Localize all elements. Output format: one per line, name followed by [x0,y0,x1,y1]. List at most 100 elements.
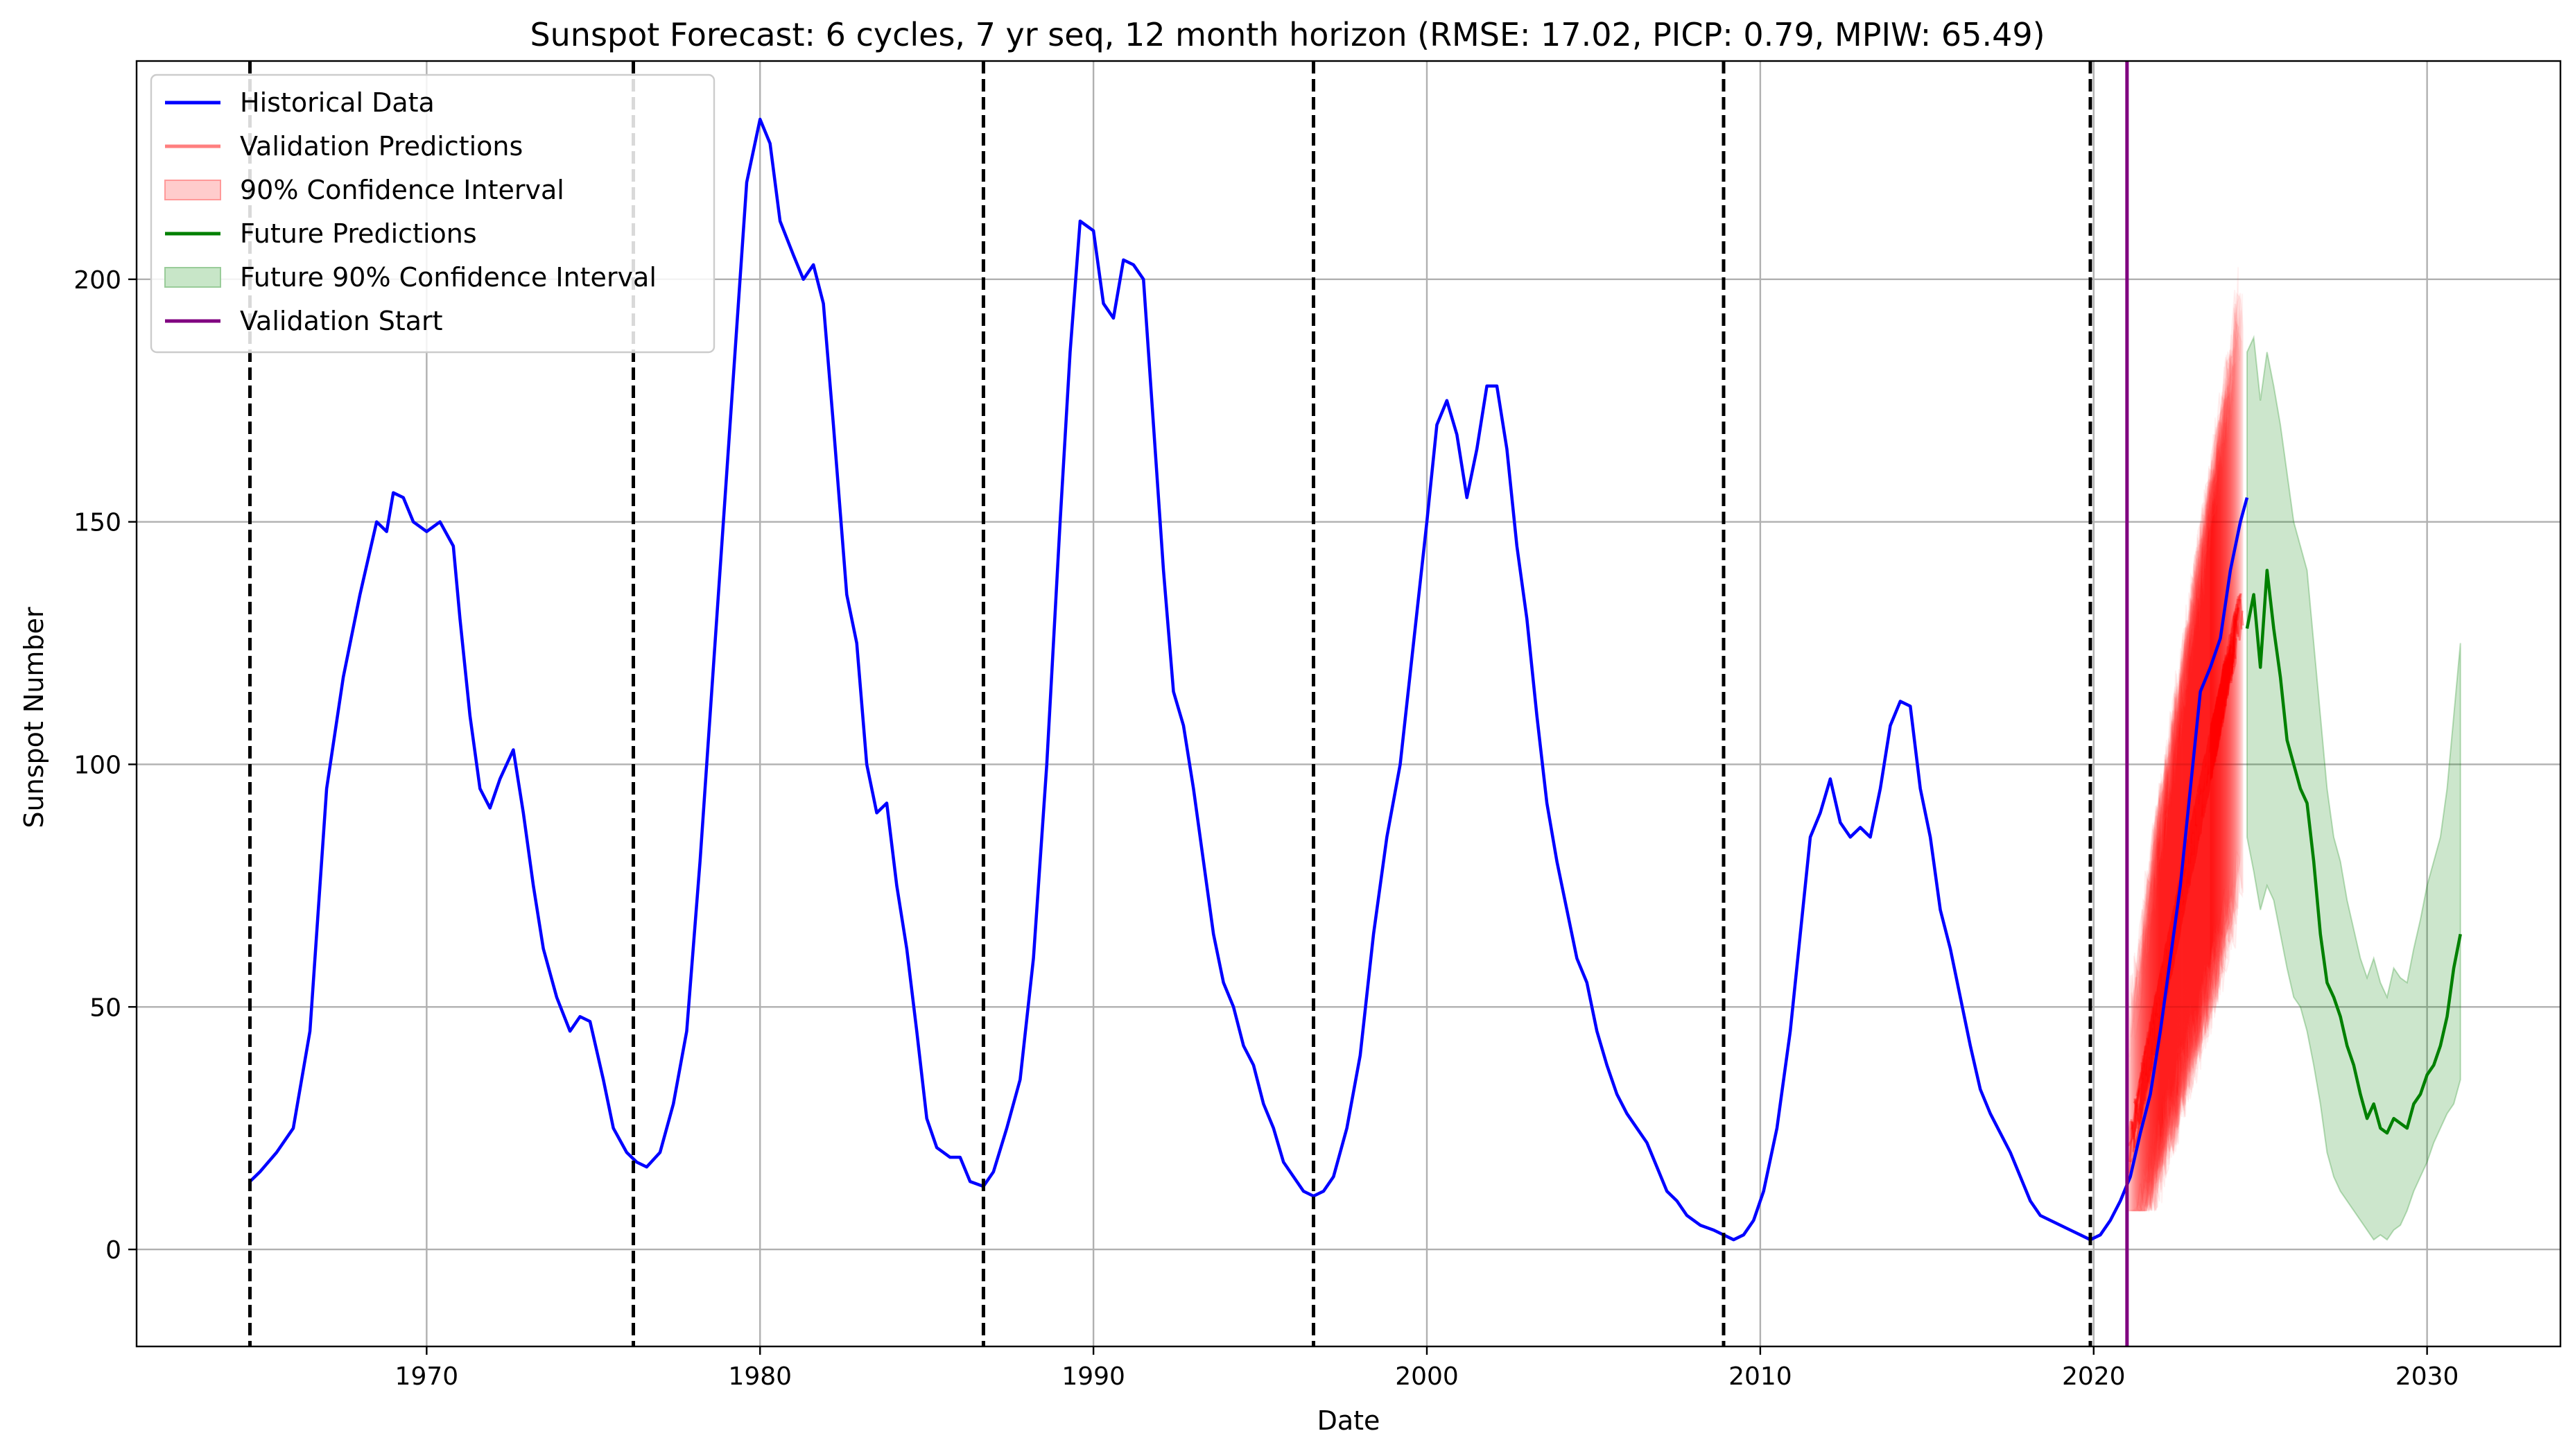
validation-prediction-line [2203,596,2239,790]
validation-interval [2187,447,2222,1089]
validation-interval [2146,684,2181,1211]
legend-future-90-confidence-interval-label: Future 90% Confidence Interval [240,262,657,293]
validation-interval [2185,461,2221,1078]
validation-prediction-line [2156,859,2192,1012]
x-tick-label: 1980 [728,1362,792,1391]
validation-interval [2131,775,2166,1212]
validation-prediction-line [2135,931,2171,1113]
plot-content [248,61,2462,1346]
validation-interval [2208,331,2243,994]
validation-interval [2171,485,2208,1152]
validation-prediction-line [2161,824,2197,969]
validation-prediction-line [2192,669,2228,835]
validation-prediction-line [2184,734,2220,873]
future-confidence-interval [2246,335,2461,1241]
x-tick-label: 2020 [2062,1362,2126,1391]
validation-prediction-line [2166,791,2202,983]
legend-validation-start-label: Validation Start [240,306,443,336]
validation-interval [2134,744,2169,1212]
validation-prediction-line [2194,661,2230,826]
validation-interval [2197,334,2232,1028]
validation-prediction-line [2138,927,2174,1102]
validation-prediction-line [2190,671,2225,848]
validation-prediction-line [2169,759,2205,959]
validation-interval [2155,651,2191,1188]
validation-interval [2182,489,2217,1103]
validation-interval [2127,822,2162,1212]
x-tick-label: 1990 [1061,1362,1125,1391]
y-tick-label: 100 [73,751,121,779]
validation-prediction-line [2133,953,2169,1113]
validation-prediction-line [2126,975,2162,1192]
validation-interval [2132,768,2167,1212]
validation-prediction-line [2201,638,2237,816]
validation-interval [2191,378,2226,1057]
legend: Historical Data Validation Predictions 90%… [150,73,716,354]
validation-interval [2158,621,2194,1167]
validation-prediction-line [2196,640,2232,827]
validation-interval [2145,704,2180,1211]
validation-prediction-line [2193,657,2229,856]
validation-interval [2199,351,2235,1016]
x-tick-label: 2010 [1728,1362,1792,1391]
validation-interval [2129,807,2165,1212]
validation-prediction-line [2195,634,2231,838]
validation-prediction-line [2140,917,2176,1101]
validation-prediction-line [2177,739,2213,917]
validation-interval [2156,605,2192,1179]
legend-90-confidence-interval-label: 90% Confidence Interval [240,175,564,205]
validation-interval [2178,468,2214,1115]
x-tick-label: 1970 [395,1362,459,1391]
validation-prediction-line [2180,715,2217,914]
validation-prediction-line [2149,892,2185,1071]
validation-interval [2158,610,2194,1158]
validation-interval [2143,743,2178,1207]
validation-interval [2199,379,2234,1043]
validation-prediction-line [2171,756,2208,955]
validation-interval [2205,321,2240,1005]
validation-prediction-line [2131,955,2167,1149]
validation-interval [2176,479,2212,1084]
validation-prediction-line [2127,987,2163,1147]
validation-interval [2150,639,2186,1209]
validation-interval [2149,704,2185,1211]
validation-interval [2151,639,2187,1202]
validation-interval [2192,422,2227,1055]
validation-prediction-line [2186,716,2221,878]
validation-prediction-line [2194,661,2230,835]
validation-prediction-line [2205,593,2242,786]
validation-interval [2161,609,2197,1143]
validation-prediction-line [2196,632,2232,819]
y-axis-label: Sunspot Number [19,607,49,828]
validation-prediction-line [2151,853,2187,1055]
validation-interval [2170,544,2206,1158]
validation-interval [2175,489,2211,1118]
validation-interval [2160,571,2196,1204]
validation-prediction-line [2205,594,2241,779]
validation-prediction-line [2130,982,2166,1138]
axes-frame [135,60,2562,1348]
validation-interval [2135,781,2171,1212]
validation-prediction-line [2199,645,2235,804]
validation-prediction-line [2129,993,2165,1174]
validation-interval [2151,627,2187,1204]
validation-prediction-line [2178,754,2214,928]
validation-prediction-line [2145,880,2181,1076]
validation-interval [2140,722,2175,1212]
validation-interval [2198,350,2233,1048]
validation-prediction-line [2141,922,2177,1073]
validation-interval [2172,503,2208,1126]
validation-interval [2133,756,2168,1212]
validation-prediction-line [2200,618,2236,801]
validation-interval [2167,580,2203,1165]
validation-prediction-line [2160,806,2196,1023]
validation-prediction-line [2190,660,2226,865]
validation-prediction-line [2183,709,2219,877]
validation-interval [2135,745,2170,1212]
validation-prediction-line [2158,841,2194,1005]
validation-interval [2206,298,2242,1023]
validation-interval [2201,313,2236,1023]
validation-prediction-line [2168,785,2204,964]
validation-interval [2153,632,2190,1184]
validation-interval [2178,497,2214,1094]
